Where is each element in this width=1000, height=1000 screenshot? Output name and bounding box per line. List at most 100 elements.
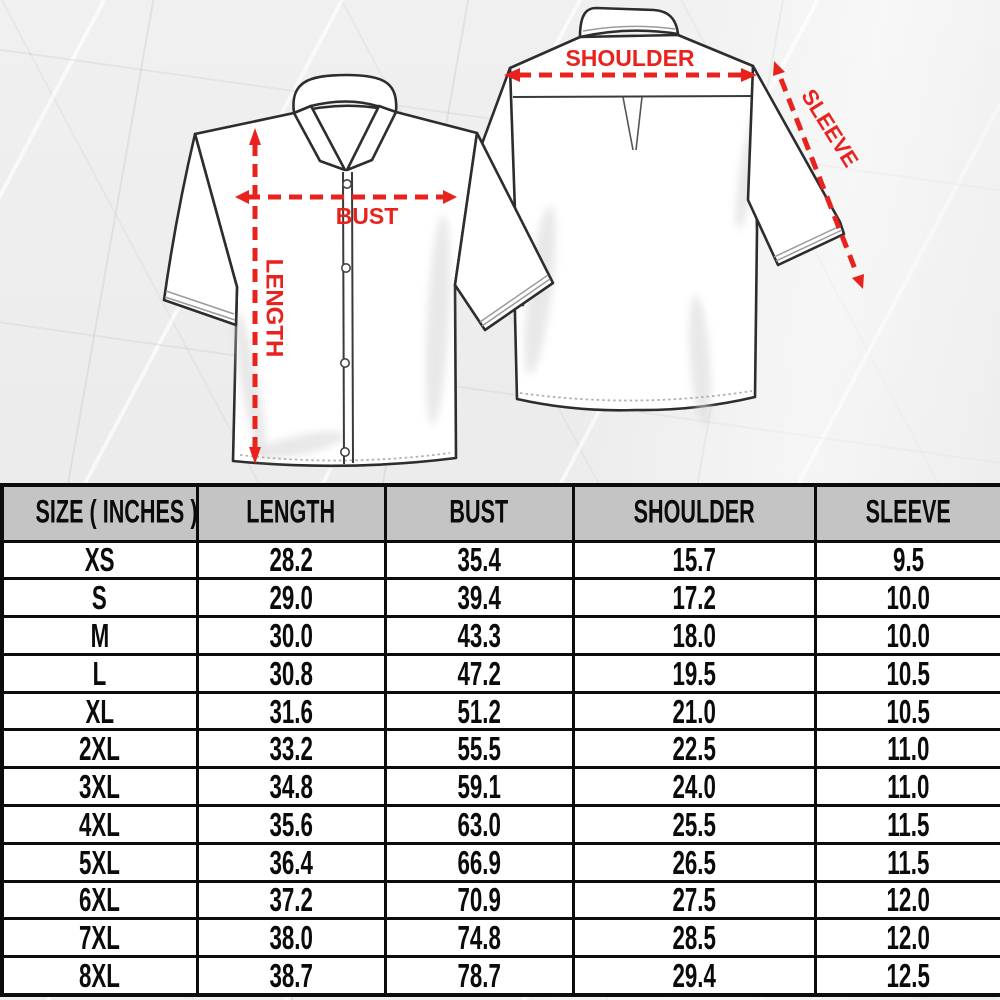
cell-bust: 55.5 <box>383 728 575 770</box>
front-right-sleeve <box>453 131 555 332</box>
cell-size: L <box>0 652 199 694</box>
front-collar <box>292 73 398 115</box>
cell-length: 38.7 <box>195 955 387 997</box>
cell-shoulder: 22.5 <box>571 728 817 770</box>
bust-label: BUST <box>336 203 399 229</box>
cell-length: 30.0 <box>195 615 387 656</box>
table-row: 3XL 34.8 59.1 24.0 11.0 <box>0 766 1000 807</box>
table-row: S 29.0 39.4 17.2 10.0 <box>0 577 1000 619</box>
cell-size: S <box>0 577 199 619</box>
cell-size: 7XL <box>0 917 199 959</box>
arrowhead <box>443 190 457 204</box>
cell-bust: 39.4 <box>383 577 575 619</box>
cell-sleeve: 9.5 <box>813 539 1000 581</box>
shoulder-label: SHOULDER <box>565 45 694 71</box>
sleeve-label: SLEEVE <box>796 85 863 172</box>
table-row: 6XL 37.2 70.9 27.5 12.0 <box>0 879 1000 921</box>
cell-sleeve: 12.5 <box>813 955 1000 997</box>
cell-shoulder: 26.5 <box>571 841 817 883</box>
cell-size: 4XL <box>0 803 199 845</box>
table-row: M 30.0 43.3 18.0 10.0 <box>0 615 1000 656</box>
cell-length: 33.2 <box>195 728 387 770</box>
cell-sleeve: 12.0 <box>813 917 1000 959</box>
cell-bust: 43.3 <box>383 615 575 656</box>
cell-length: 35.6 <box>195 803 387 845</box>
back-shirt-illustration <box>468 6 846 425</box>
back-right-sleeve <box>746 64 846 267</box>
cell-length: 31.6 <box>195 690 387 732</box>
cell-sleeve: 11.0 <box>813 766 1000 807</box>
cell-bust: 51.2 <box>383 690 575 732</box>
button-placket <box>342 171 345 465</box>
table-row: XL 31.6 51.2 21.0 10.5 <box>0 690 1000 732</box>
arrowhead <box>235 190 249 204</box>
table-row: 7XL 38.0 74.8 28.5 12.0 <box>0 917 1000 959</box>
arrowhead <box>852 274 864 289</box>
column-header-sleeve: SLEEVE <box>813 483 1000 543</box>
button <box>339 357 350 368</box>
cell-size: 2XL <box>0 728 199 770</box>
cell-shoulder: 17.2 <box>571 577 817 619</box>
cell-length: 29.0 <box>195 577 387 619</box>
shirt-measurement-diagram: BUST LENGTH SHOULDER SLEEVE <box>162 6 864 468</box>
column-header-bust: BUST <box>383 483 575 543</box>
arrowhead <box>773 61 785 76</box>
table-row: 2XL 33.2 55.5 22.5 11.0 <box>0 728 1000 770</box>
cell-length: 36.4 <box>195 841 387 883</box>
cell-length: 34.8 <box>195 766 387 807</box>
cell-bust: 66.9 <box>383 841 575 883</box>
cell-bust: 74.8 <box>383 917 575 959</box>
cell-sleeve: 10.0 <box>813 615 1000 656</box>
table-row: L 30.8 47.2 19.5 10.5 <box>0 652 1000 694</box>
table-row: 4XL 35.6 63.0 25.5 11.5 <box>0 803 1000 845</box>
cell-sleeve: 11.5 <box>813 803 1000 845</box>
cell-bust: 63.0 <box>383 803 575 845</box>
button <box>340 262 351 273</box>
cell-shoulder: 29.4 <box>571 955 817 997</box>
cell-length: 28.2 <box>195 539 387 581</box>
arrowhead <box>741 68 757 82</box>
cell-sleeve: 11.5 <box>813 841 1000 883</box>
arrowhead <box>249 128 261 145</box>
column-header-length: LENGTH <box>195 483 387 543</box>
sleeve-arrow <box>778 78 858 270</box>
length-label: LENGTH <box>261 259 288 358</box>
cell-bust: 47.2 <box>383 652 575 694</box>
cell-shoulder: 28.5 <box>571 917 817 959</box>
column-header-shoulder: SHOULDER <box>571 483 817 543</box>
button <box>341 179 352 190</box>
cell-shoulder: 19.5 <box>571 652 817 694</box>
cell-shoulder: 21.0 <box>571 690 817 732</box>
cell-size: 6XL <box>0 879 199 921</box>
size-chart-table: SIZE ( INCHES ) LENGTH BUST SHOULDER SLE… <box>0 483 1000 997</box>
table-row: XS 28.2 35.4 15.7 9.5 <box>0 539 1000 581</box>
cell-size: XL <box>0 690 199 732</box>
cell-size: XS <box>0 539 199 581</box>
cell-size: 5XL <box>0 841 199 883</box>
front-left-sleeve <box>162 132 239 327</box>
cell-sleeve: 10.0 <box>813 577 1000 619</box>
cell-sleeve: 12.0 <box>813 879 1000 921</box>
cell-shoulder: 15.7 <box>571 539 817 581</box>
table-header-row: SIZE ( INCHES ) LENGTH BUST SHOULDER SLE… <box>0 483 1000 543</box>
button <box>339 446 350 457</box>
cell-length: 37.2 <box>195 879 387 921</box>
back-collar <box>578 6 680 39</box>
cell-bust: 78.7 <box>383 955 575 997</box>
cell-sleeve: 10.5 <box>813 652 1000 694</box>
cell-size: 3XL <box>0 766 199 807</box>
cell-sleeve: 10.5 <box>813 690 1000 732</box>
cell-bust: 70.9 <box>383 879 575 921</box>
column-header-size: SIZE ( INCHES ) <box>0 483 199 543</box>
cell-length: 38.0 <box>195 917 387 959</box>
cell-bust: 35.4 <box>383 539 575 581</box>
table-row: 5XL 36.4 66.9 26.5 11.5 <box>0 841 1000 883</box>
front-right-lapel <box>345 104 398 172</box>
cell-size: M <box>0 615 199 656</box>
front-left-lapel <box>292 104 347 172</box>
measurement-arrows <box>247 72 858 449</box>
cell-sleeve: 11.0 <box>813 728 1000 770</box>
cell-shoulder: 18.0 <box>571 615 817 656</box>
cell-shoulder: 27.5 <box>571 879 817 921</box>
